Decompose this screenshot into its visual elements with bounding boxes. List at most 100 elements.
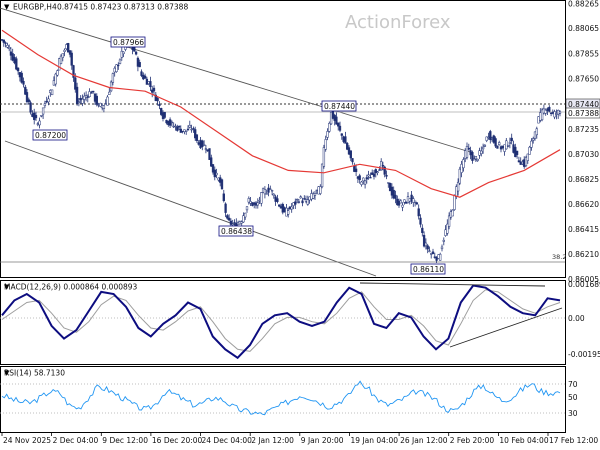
candle-body xyxy=(444,229,447,236)
macd-axis: 0.001689 0.00 -0.001953 xyxy=(568,280,600,359)
candle-body xyxy=(16,67,20,72)
candle-body xyxy=(120,50,123,58)
candle-body xyxy=(347,147,351,155)
macd-header: MACD(12,26,9) 0.000864 0.000893 xyxy=(4,283,138,292)
candle-body xyxy=(387,182,390,184)
candle-body xyxy=(195,134,199,141)
candle-body xyxy=(447,215,451,227)
candle-body xyxy=(446,223,449,234)
candle-body xyxy=(340,133,343,136)
candle-body xyxy=(152,87,156,92)
time-label: 9 Jan 20:00 xyxy=(301,436,344,445)
candle-body xyxy=(160,108,163,115)
candle-body xyxy=(154,94,157,102)
candle-body xyxy=(526,153,529,161)
candle-body xyxy=(181,130,184,133)
candle-body xyxy=(190,128,193,131)
candle-body xyxy=(335,116,338,125)
candle-body xyxy=(4,42,7,44)
candle-body xyxy=(329,111,333,125)
candle-body xyxy=(274,196,277,202)
rsi-header: RSI(14) 58.7130 xyxy=(4,369,65,378)
candle-body xyxy=(372,173,376,177)
candle-body xyxy=(90,92,93,94)
candle-body xyxy=(49,90,52,93)
candle-body xyxy=(537,116,540,124)
hline-price-tag: 0.87440 xyxy=(565,98,600,110)
candle-body xyxy=(320,163,324,188)
candle-body xyxy=(222,193,225,202)
candle-body xyxy=(315,189,318,192)
candle-body xyxy=(483,144,487,147)
annotation-box xyxy=(218,225,254,237)
candle-body xyxy=(217,177,220,181)
candle-body xyxy=(515,150,519,155)
candle-body xyxy=(342,136,345,142)
candle-body xyxy=(176,126,179,131)
candle-body xyxy=(267,187,270,193)
candle-body xyxy=(401,204,404,208)
time-label: 2 Dec 04:00 xyxy=(53,436,99,445)
candle-body xyxy=(177,126,181,128)
time-label: 16 Dec 20:00 xyxy=(152,436,203,445)
annotation-box xyxy=(32,129,68,141)
candle-body xyxy=(410,194,413,202)
candle-body xyxy=(521,161,524,165)
candle-body xyxy=(0,39,4,41)
candle-body xyxy=(292,202,295,206)
candle-body xyxy=(208,148,211,160)
candle-body xyxy=(421,227,424,233)
candle-body xyxy=(353,165,356,172)
candle-body xyxy=(508,141,512,144)
candle-body xyxy=(431,251,435,255)
macd-panel-frame xyxy=(0,280,566,365)
candle-body xyxy=(58,58,61,71)
candle-body xyxy=(437,254,440,259)
candle-body xyxy=(211,164,215,173)
candle-body xyxy=(417,208,420,217)
candle-body xyxy=(512,144,515,153)
candle-body xyxy=(490,137,494,140)
candle-body xyxy=(399,200,402,204)
candle-body xyxy=(6,44,9,48)
candle-body xyxy=(224,203,227,213)
candle-body xyxy=(473,158,476,161)
candle-body xyxy=(186,128,190,131)
time-label: 26 Jan 12:00 xyxy=(400,436,448,445)
annotation-text: 0.87440 xyxy=(324,102,355,111)
candle-body xyxy=(548,106,551,112)
candle-body xyxy=(113,67,116,73)
rsi-line xyxy=(1,380,561,416)
candle-body xyxy=(308,196,311,201)
candle-body xyxy=(413,200,417,203)
candle-body xyxy=(97,104,100,106)
candle-body xyxy=(136,57,140,67)
candle-body xyxy=(456,181,460,192)
candle-body xyxy=(498,142,501,145)
candle-body xyxy=(278,204,281,207)
candle-body xyxy=(517,160,521,163)
candle-body xyxy=(338,125,342,131)
candle-body xyxy=(557,110,560,115)
time-label: 17 Feb 12:00 xyxy=(549,436,598,445)
candle-body xyxy=(236,222,240,225)
candle-body xyxy=(251,202,254,206)
candle-body xyxy=(540,109,544,121)
candle-body xyxy=(247,198,250,203)
candle-body xyxy=(422,234,426,247)
candle-body xyxy=(328,123,331,132)
candle-body xyxy=(24,86,27,95)
fib-38-2-label: 38.2 xyxy=(552,253,566,261)
symbol-label: EURGBP,H4 xyxy=(13,3,57,12)
candle-body xyxy=(179,128,182,133)
candle-body xyxy=(530,140,533,148)
candle-body xyxy=(371,172,374,175)
annotation-box xyxy=(321,100,357,112)
candle-body xyxy=(324,139,327,150)
candle-body xyxy=(439,253,442,261)
candle-body xyxy=(227,217,231,221)
ohlc-label: 0.87415 0.87423 0.87313 0.87388 xyxy=(57,3,188,12)
annotation-text: 0.87200 xyxy=(35,131,66,140)
candle-body xyxy=(494,138,497,147)
channel-upper-line xyxy=(0,7,471,153)
